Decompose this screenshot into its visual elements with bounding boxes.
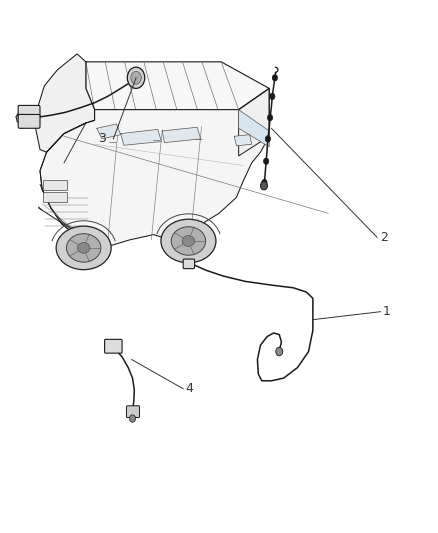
Polygon shape [121, 130, 161, 146]
Text: 1: 1 [383, 305, 391, 318]
Bar [43, 180, 67, 190]
Text: 4: 4 [185, 382, 193, 395]
Circle shape [270, 93, 275, 100]
Polygon shape [234, 135, 252, 146]
FancyBboxPatch shape [127, 406, 140, 417]
Circle shape [264, 158, 269, 165]
Ellipse shape [161, 219, 216, 263]
Polygon shape [239, 88, 269, 156]
FancyBboxPatch shape [18, 106, 40, 119]
Ellipse shape [171, 227, 205, 255]
Circle shape [268, 115, 273, 121]
Polygon shape [40, 88, 269, 245]
Polygon shape [97, 124, 121, 139]
Text: 3: 3 [99, 132, 106, 146]
Circle shape [272, 75, 278, 81]
Polygon shape [86, 62, 269, 110]
Text: 2: 2 [380, 231, 388, 244]
FancyBboxPatch shape [105, 340, 122, 353]
Polygon shape [35, 54, 95, 152]
Circle shape [130, 415, 136, 422]
Ellipse shape [67, 233, 101, 262]
Circle shape [265, 136, 271, 142]
Ellipse shape [56, 226, 111, 270]
Circle shape [127, 67, 145, 88]
Ellipse shape [78, 243, 90, 253]
Polygon shape [162, 127, 201, 143]
FancyBboxPatch shape [183, 259, 194, 269]
Circle shape [261, 181, 268, 190]
Ellipse shape [182, 236, 194, 246]
Circle shape [131, 71, 141, 84]
Bar [43, 192, 67, 201]
Polygon shape [239, 110, 269, 147]
FancyBboxPatch shape [18, 115, 40, 128]
Circle shape [276, 348, 283, 356]
Circle shape [262, 179, 267, 185]
